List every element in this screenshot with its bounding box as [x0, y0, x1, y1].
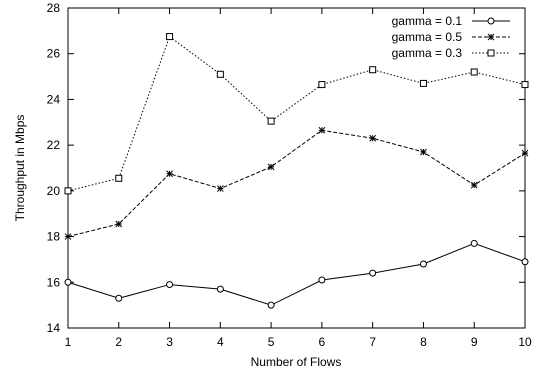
x-axis: 1 2 3 4 5 6 7 8 9 10 [65, 8, 532, 349]
x-axis-title: Number of Flows [251, 355, 342, 369]
series-line [67, 35, 526, 192]
data-point-star [64, 233, 72, 240]
data-point-circle [64, 278, 72, 286]
data-point-circle [521, 258, 529, 266]
y-tick-label: 20 [47, 184, 61, 198]
data-point-square [521, 81, 529, 89]
x-tick-label: 6 [319, 335, 326, 349]
data-point-star [521, 149, 529, 157]
data-point-star [369, 134, 377, 142]
y-tick-label: 26 [47, 47, 61, 61]
series-2 [64, 126, 529, 240]
x-tick-label: 1 [65, 335, 72, 349]
series-group [64, 33, 529, 309]
data-point-star [420, 148, 427, 156]
x-tick-label: 9 [471, 335, 478, 349]
y-tick-label: 16 [47, 275, 61, 289]
data-point-square [64, 187, 72, 195]
data-point-circle [267, 301, 275, 309]
data-point-square [470, 68, 478, 76]
data-point-circle [115, 294, 123, 302]
series-line [67, 242, 526, 306]
data-point-circle [419, 260, 427, 268]
x-tick-label: 8 [420, 335, 427, 349]
y-tick-label: 24 [47, 92, 61, 106]
data-point-star [487, 33, 495, 41]
data-point-star [115, 220, 123, 228]
series-3 [64, 33, 529, 195]
data-point-star [216, 185, 224, 192]
x-tick-label: 10 [518, 335, 532, 349]
y-axis-title: Throughput in Mbps [13, 115, 27, 222]
x-tick-label: 3 [166, 335, 173, 349]
data-point-circle [470, 239, 478, 247]
data-point-circle [369, 269, 377, 277]
data-point-square [115, 174, 123, 182]
legend-label: gamma = 0.1 [392, 14, 463, 28]
x-tick-label: 5 [268, 335, 275, 349]
data-point-square [369, 66, 377, 74]
data-point-star [267, 163, 275, 171]
x-tick-label: 2 [115, 335, 122, 349]
data-point-star [318, 126, 326, 134]
data-point-circle [216, 285, 224, 293]
y-tick-label: 28 [47, 1, 61, 15]
data-point-circle [166, 281, 174, 289]
data-point-star [166, 170, 173, 178]
data-point-square [318, 81, 326, 89]
legend: gamma = 0.1 gamma = 0.5 gamma = 0.3 [392, 14, 510, 60]
x-tick-label: 4 [217, 335, 224, 349]
data-point-circle [318, 276, 326, 284]
legend-label: gamma = 0.3 [392, 46, 463, 60]
plot-frame [67, 7, 526, 329]
data-point-star [470, 181, 478, 189]
data-point-circle [487, 17, 495, 25]
series-1 [64, 239, 529, 309]
data-point-square [216, 70, 224, 78]
y-tick-label: 14 [47, 321, 61, 335]
series-line [67, 129, 526, 238]
data-point-square [487, 49, 495, 57]
data-point-square [267, 117, 275, 125]
y-axis: 14 16 18 20 22 24 26 28 [47, 1, 525, 335]
data-point-square [419, 79, 427, 87]
data-point-square [166, 33, 174, 41]
y-tick-label: 18 [47, 230, 61, 244]
legend-label: gamma = 0.5 [392, 30, 463, 44]
y-tick-label: 22 [47, 138, 61, 152]
x-tick-label: 7 [369, 335, 376, 349]
